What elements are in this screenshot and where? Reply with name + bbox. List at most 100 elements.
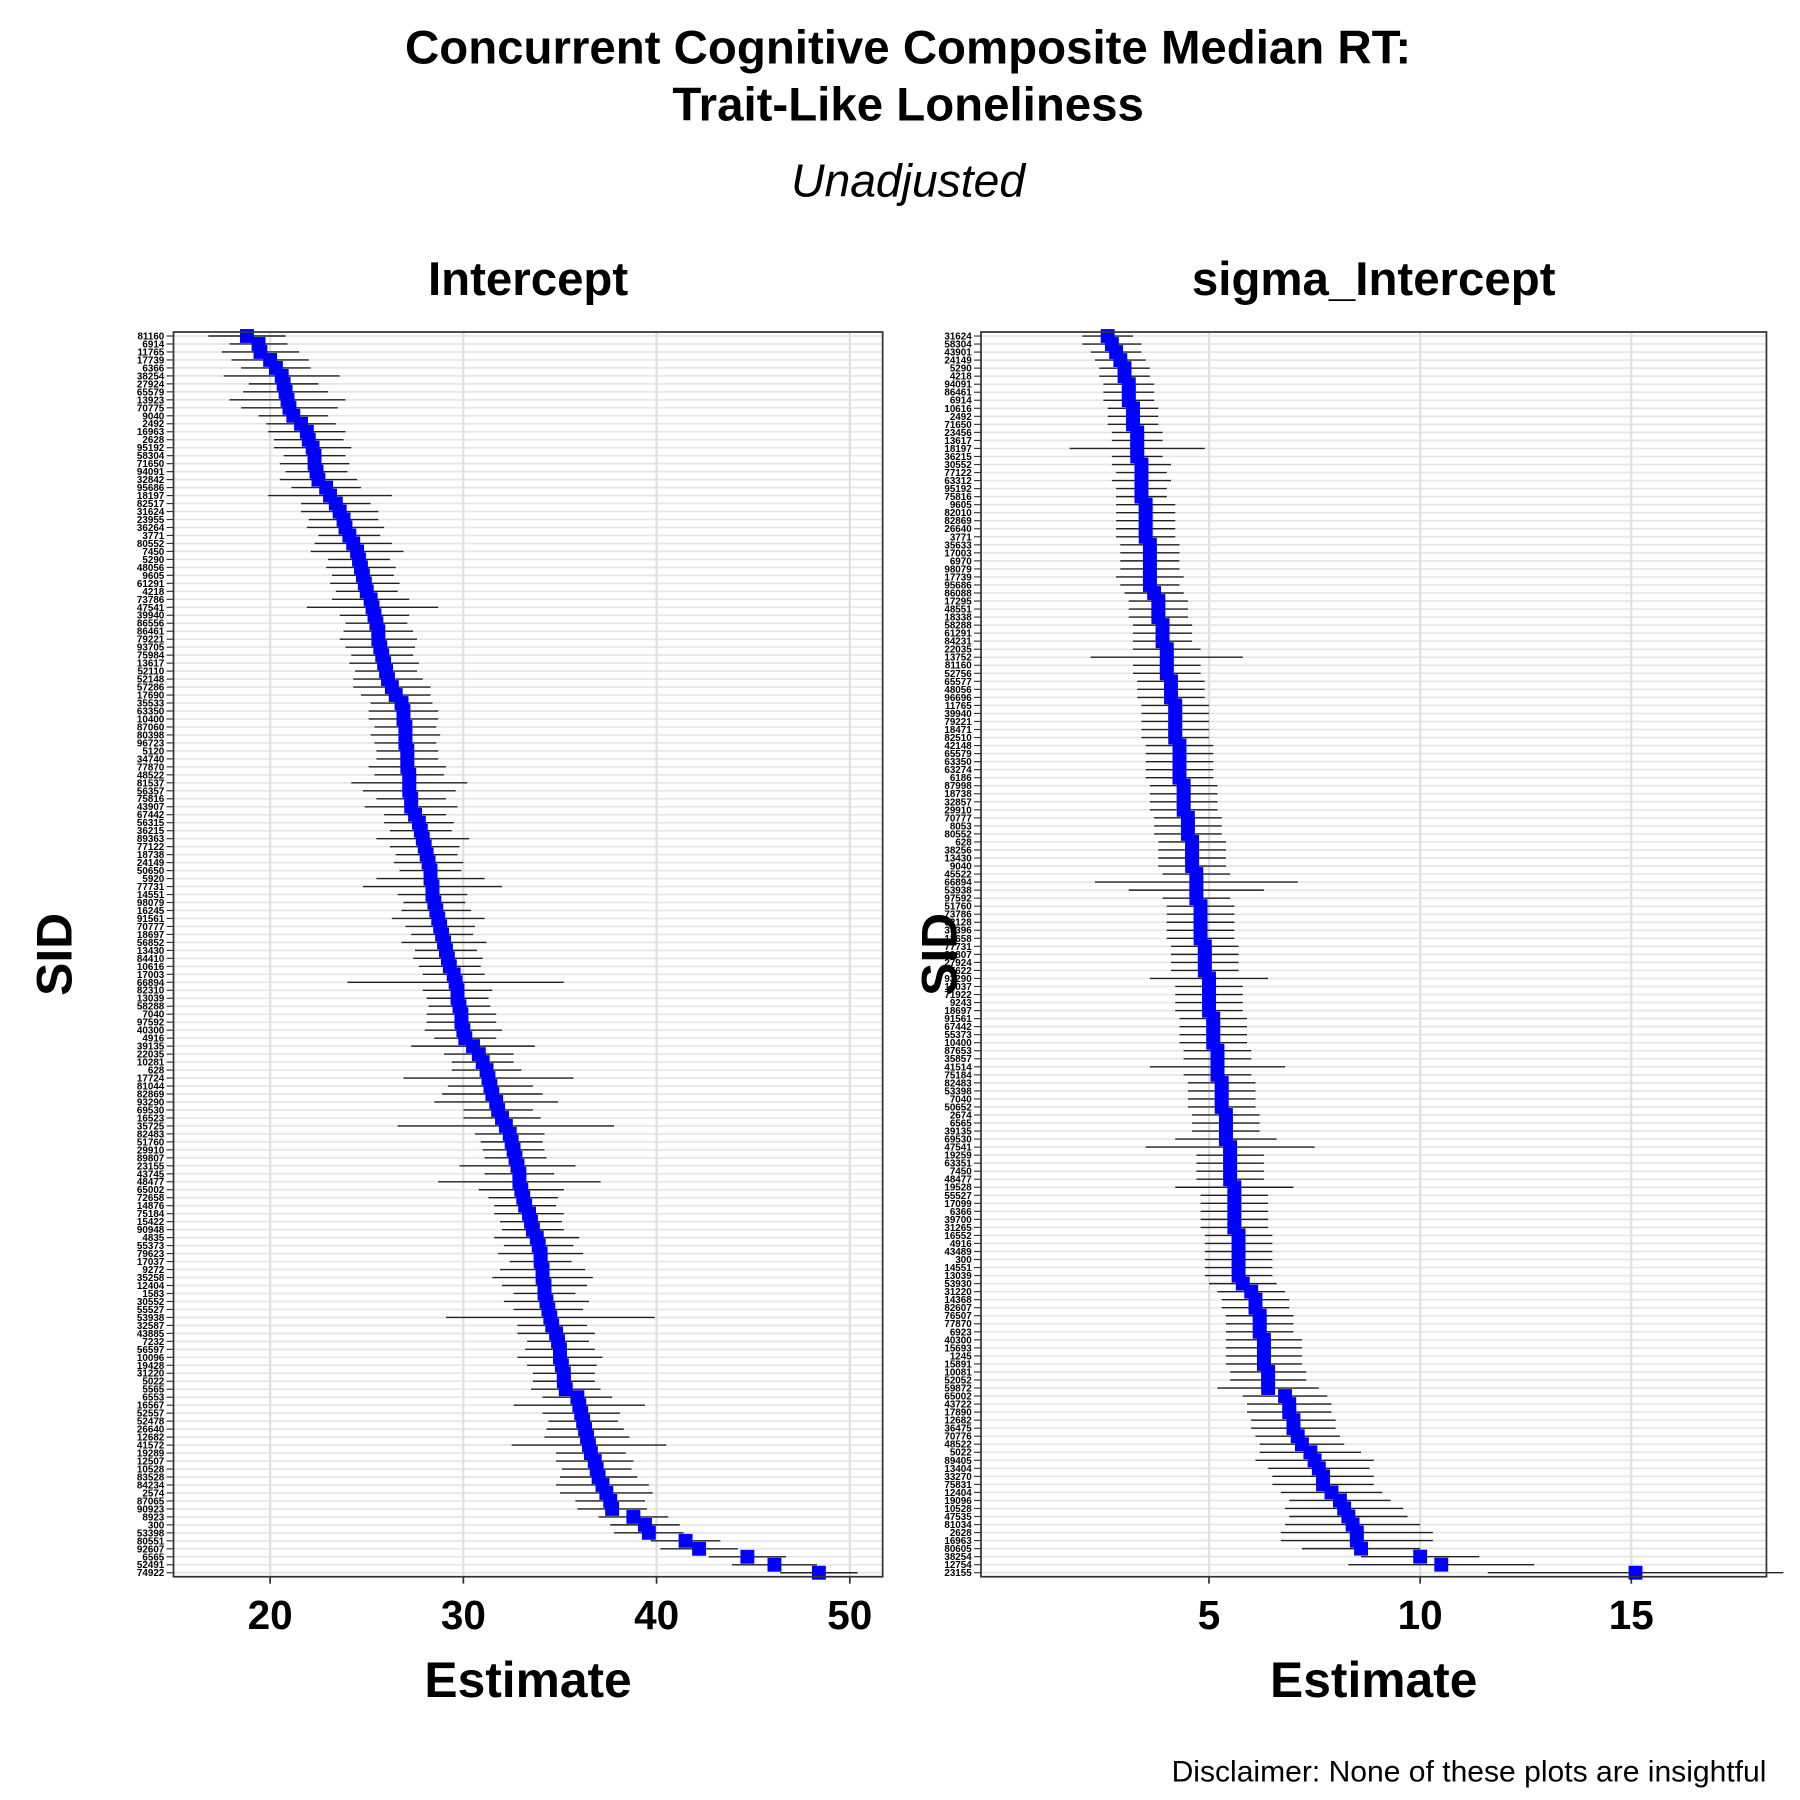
y-tick-label: 89363	[137, 834, 165, 845]
y-tick-label: 9605	[142, 571, 164, 582]
y-tick-label: 27924	[944, 958, 972, 969]
y-tick-label: 14551	[944, 1263, 972, 1274]
y-tick-label: 7450	[950, 1167, 972, 1178]
y-tick-label: 26640	[944, 524, 972, 535]
y-tick-label: 2492	[142, 419, 164, 430]
y-tick-label: 43885	[137, 1329, 165, 1340]
y-tick-label: 32857	[944, 797, 972, 808]
x-tick-label: 10	[1398, 1592, 1443, 1638]
y-tick-label: 93290	[137, 1097, 165, 1108]
y-tick-label: 10400	[137, 714, 165, 725]
y-tick-label: 52478	[137, 1417, 165, 1428]
y-tick-label: 52148	[137, 675, 165, 686]
y-tick-label: 31220	[137, 1369, 165, 1380]
y-tick-label: 18738	[944, 789, 972, 800]
y-tick-label: 69530	[944, 1135, 972, 1146]
y-tick-label: 79221	[944, 717, 972, 728]
y-tick-label: 87065	[137, 1496, 165, 1507]
y-tick-label: 17739	[137, 355, 165, 366]
y-tick-label: 14551	[137, 890, 165, 901]
y-tick-label: 82010	[944, 508, 972, 519]
y-tick-label: 52110	[137, 667, 164, 678]
y-tick-label: 87060	[137, 722, 165, 733]
y-tick-label: 15693	[944, 1343, 972, 1354]
y-tick-label: 30552	[944, 460, 972, 471]
y-tick-label: 55527	[137, 1305, 165, 1316]
y-tick-label: 53398	[944, 1086, 972, 1097]
y-tick-label: 80398	[137, 730, 165, 741]
y-tick-label: 4835	[142, 1233, 164, 1244]
y-tick-label: 70777	[944, 813, 972, 824]
y-tick-label: 82869	[944, 516, 972, 527]
y-tick-label: 24149	[944, 356, 972, 367]
point-estimate	[740, 1549, 755, 1564]
y-tick-label: 98079	[944, 564, 972, 575]
y-tick-label: 48522	[137, 770, 165, 781]
y-tick-label: 80605	[944, 1544, 972, 1555]
y-tick-label: 18471	[944, 725, 972, 736]
y-tick-label: 48056	[944, 685, 972, 696]
y-tick-label: 90948	[137, 1225, 165, 1236]
y-tick-label: 95192	[944, 484, 972, 495]
y-tick-label: 34740	[137, 754, 165, 765]
point-estimate	[605, 1501, 620, 1516]
y-tick-label: 95192	[137, 443, 165, 454]
y-tick-label: 86461	[137, 627, 165, 638]
y-tick-label: 10281	[137, 1058, 165, 1069]
y-tick-label: 13404	[944, 1464, 972, 1475]
panel-border	[172, 331, 884, 1578]
chart-title: Trait-Like Loneliness	[672, 78, 1144, 131]
y-tick-label: 10528	[944, 1504, 972, 1515]
y-tick-label: 91561	[137, 914, 165, 925]
y-tick-label: 66894	[137, 978, 165, 989]
y-tick-label: 80552	[137, 539, 165, 550]
y-tick-label: 55373	[944, 1030, 972, 1041]
y-tick-label: 2628	[142, 435, 164, 446]
y-tick-label: 2628	[950, 1528, 972, 1539]
y-tick-label: 16567	[137, 1401, 165, 1412]
y-tick-label: 9272	[142, 1265, 164, 1276]
y-tick-label: 17037	[137, 1257, 165, 1268]
y-tick-label: 19259	[944, 1151, 972, 1162]
y-tick-label: 63312	[944, 476, 972, 487]
y-tick-label: 50650	[137, 866, 165, 877]
x-tick-label: 30	[441, 1592, 486, 1638]
y-tick-label: 81034	[944, 1520, 972, 1531]
y-tick-label: 13617	[944, 436, 972, 447]
y-tick-label: 53938	[944, 886, 972, 897]
y-tick-label: 96696	[944, 693, 972, 704]
y-tick-label: 73786	[944, 910, 972, 921]
y-tick-label: 23155	[944, 1568, 972, 1579]
y-tick-label: 6914	[142, 339, 164, 350]
y-tick-label: 75184	[137, 1209, 165, 1220]
y-tick-label: 18738	[137, 850, 165, 861]
y-tick-label: 300	[955, 1255, 972, 1266]
y-tick-label: 12754	[944, 1560, 972, 1571]
y-tick-label: 87653	[944, 1046, 972, 1057]
y-tick-label: 48551	[944, 605, 972, 616]
point-estimate	[626, 1509, 641, 1524]
y-tick-label: 75984	[137, 651, 165, 662]
y-tick-label: 12507	[137, 1457, 165, 1468]
y-tick-label: 6366	[142, 363, 164, 374]
x-tick-label: 5	[1198, 1592, 1221, 1638]
y-tick-label: 26640	[137, 1425, 165, 1436]
y-tick-label: 71650	[944, 420, 972, 431]
y-tick-label: 19289	[137, 1449, 165, 1460]
y-tick-label: 36475	[944, 1424, 972, 1435]
y-tick-label: 32587	[137, 1321, 165, 1332]
y-tick-label: 48477	[944, 1175, 972, 1186]
y-tick-label: 90923	[137, 1504, 165, 1515]
y-tick-label: 86556	[137, 619, 165, 630]
y-tick-label: 40300	[137, 1026, 165, 1037]
y-tick-label: 71650	[137, 459, 165, 470]
y-tick-label: 18697	[137, 930, 165, 941]
y-tick-label: 95686	[944, 580, 972, 591]
y-tick-label: 5565	[142, 1385, 164, 1396]
y-tick-label: 628	[955, 837, 972, 848]
y-tick-label: 47541	[944, 1143, 972, 1154]
y-tick-label: 7040	[950, 1094, 972, 1105]
y-tick-label: 18197	[944, 444, 972, 455]
y-tick-label: 93290	[944, 974, 972, 985]
